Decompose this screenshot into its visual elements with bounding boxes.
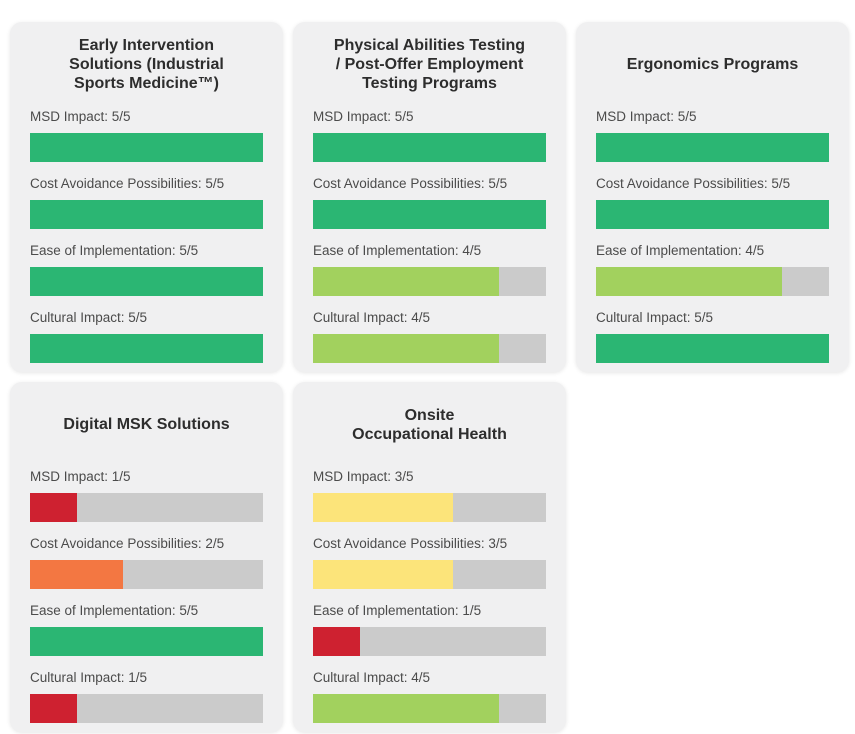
metric-ease-of-implementation: Ease of Implementation: 4/5 bbox=[596, 241, 829, 296]
rating-bar-track bbox=[30, 493, 263, 522]
card-title: Early Intervention Solutions (Industrial… bbox=[69, 37, 224, 92]
rating-bar-track bbox=[30, 133, 263, 162]
rating-bar-track bbox=[30, 334, 263, 363]
rating-bar-fill bbox=[313, 334, 500, 363]
rating-bar-track bbox=[596, 200, 829, 229]
card-title: Digital MSK Solutions bbox=[63, 416, 230, 433]
rating-bar-track bbox=[313, 334, 546, 363]
rating-bar-track bbox=[313, 627, 546, 656]
rating-bar-track bbox=[30, 560, 263, 589]
card-ergonomics-programs: Ergonomics Programs MSD Impact: 5/5 Cost… bbox=[576, 22, 849, 372]
metric-label: Ease of Implementation: 5/5 bbox=[30, 603, 199, 618]
card-onsite-occupational-health: Onsite Occupational Health MSD Impact: 3… bbox=[293, 382, 566, 732]
metric-label: Cultural Impact: 5/5 bbox=[30, 310, 148, 325]
card-title: Ergonomics Programs bbox=[626, 56, 799, 73]
metric-label: Ease of Implementation: 1/5 bbox=[313, 603, 482, 618]
rating-bar-fill bbox=[596, 200, 829, 229]
metric-ease-of-implementation: Ease of Implementation: 1/5 bbox=[313, 601, 546, 656]
card-digital-msk-solutions: Digital MSK Solutions MSD Impact: 1/5 Co… bbox=[10, 382, 283, 732]
metric-msd-impact: MSD Impact: 5/5 bbox=[596, 107, 829, 162]
metric-label: MSD Impact: 5/5 bbox=[596, 109, 697, 124]
card-title: Onsite Occupational Health bbox=[352, 406, 507, 443]
metric-ease-of-implementation: Ease of Implementation: 4/5 bbox=[313, 241, 546, 296]
rating-bar-fill bbox=[313, 560, 453, 589]
rating-bar-fill bbox=[30, 133, 263, 162]
metric-label: Cultural Impact: 1/5 bbox=[30, 670, 148, 685]
card-title: Physical Abilities Testing / Post-Offer … bbox=[333, 37, 526, 92]
metric-label: Ease of Implementation: 5/5 bbox=[30, 243, 199, 258]
card-early-intervention-solutions: Early Intervention Solutions (Industrial… bbox=[10, 22, 283, 372]
rating-bar-track bbox=[596, 334, 829, 363]
metric-msd-impact: MSD Impact: 5/5 bbox=[30, 107, 263, 162]
rating-bar-track bbox=[313, 560, 546, 589]
rating-bar-fill bbox=[30, 334, 263, 363]
metric-cost-avoidance: Cost Avoidance Possibilities: 3/5 bbox=[313, 534, 546, 589]
metric-cultural-impact: Cultural Impact: 5/5 bbox=[30, 308, 263, 363]
metric-cost-avoidance: Cost Avoidance Possibilities: 5/5 bbox=[313, 174, 546, 229]
metric-cost-avoidance: Cost Avoidance Possibilities: 5/5 bbox=[596, 174, 829, 229]
rating-bar-track bbox=[313, 267, 546, 296]
rating-bar-fill bbox=[313, 267, 500, 296]
rating-bar-track bbox=[313, 493, 546, 522]
metric-label: Cultural Impact: 4/5 bbox=[313, 670, 431, 685]
metric-label: Cultural Impact: 5/5 bbox=[596, 310, 714, 325]
rating-bar-fill bbox=[30, 627, 263, 656]
metric-msd-impact: MSD Impact: 1/5 bbox=[30, 467, 263, 522]
metric-cultural-impact: Cultural Impact: 4/5 bbox=[313, 668, 546, 723]
metric-label: Cost Avoidance Possibilities: 5/5 bbox=[596, 176, 791, 191]
rating-bar-fill bbox=[313, 694, 500, 723]
rating-bar-fill bbox=[30, 267, 263, 296]
rating-bar-track bbox=[596, 267, 829, 296]
rating-bar-fill bbox=[30, 560, 124, 589]
metric-ease-of-implementation: Ease of Implementation: 5/5 bbox=[30, 601, 263, 656]
rating-bar-fill bbox=[30, 493, 77, 522]
rating-bar-track bbox=[30, 694, 263, 723]
metric-msd-impact: MSD Impact: 5/5 bbox=[313, 107, 546, 162]
metric-cultural-impact: Cultural Impact: 4/5 bbox=[313, 308, 546, 363]
metric-cultural-impact: Cultural Impact: 1/5 bbox=[30, 668, 263, 723]
metric-label: MSD Impact: 3/5 bbox=[313, 469, 414, 484]
rating-bar-fill bbox=[596, 334, 829, 363]
rating-bar-track bbox=[596, 133, 829, 162]
metric-label: Cost Avoidance Possibilities: 5/5 bbox=[30, 176, 225, 191]
metric-label: MSD Impact: 5/5 bbox=[313, 109, 414, 124]
metric-ease-of-implementation: Ease of Implementation: 5/5 bbox=[30, 241, 263, 296]
rating-bar-fill bbox=[30, 200, 263, 229]
metric-cost-avoidance: Cost Avoidance Possibilities: 5/5 bbox=[30, 174, 263, 229]
rating-bar-track bbox=[313, 200, 546, 229]
metric-label: Ease of Implementation: 4/5 bbox=[596, 243, 765, 258]
rating-bar-track bbox=[313, 133, 546, 162]
metric-cultural-impact: Cultural Impact: 5/5 bbox=[596, 308, 829, 363]
rating-bar-fill bbox=[313, 493, 453, 522]
rating-bar-fill bbox=[30, 694, 77, 723]
metric-label: MSD Impact: 5/5 bbox=[30, 109, 131, 124]
rating-bar-track bbox=[313, 694, 546, 723]
rating-bar-fill bbox=[596, 267, 783, 296]
rating-bar-fill bbox=[313, 200, 546, 229]
metric-msd-impact: MSD Impact: 3/5 bbox=[313, 467, 546, 522]
rating-bar-track bbox=[30, 627, 263, 656]
rating-bar-fill bbox=[313, 133, 546, 162]
metric-label: MSD Impact: 1/5 bbox=[30, 469, 131, 484]
metric-label: Cost Avoidance Possibilities: 3/5 bbox=[313, 536, 508, 551]
metric-label: Cost Avoidance Possibilities: 5/5 bbox=[313, 176, 508, 191]
rating-bar-track bbox=[30, 200, 263, 229]
rating-bar-fill bbox=[596, 133, 829, 162]
metric-label: Ease of Implementation: 4/5 bbox=[313, 243, 482, 258]
metric-cost-avoidance: Cost Avoidance Possibilities: 2/5 bbox=[30, 534, 263, 589]
rating-bar-track bbox=[30, 267, 263, 296]
metric-label: Cultural Impact: 4/5 bbox=[313, 310, 431, 325]
card-physical-abilities-testing: Physical Abilities Testing / Post-Offer … bbox=[293, 22, 566, 372]
rating-bar-fill bbox=[313, 627, 360, 656]
metric-label: Cost Avoidance Possibilities: 2/5 bbox=[30, 536, 225, 551]
